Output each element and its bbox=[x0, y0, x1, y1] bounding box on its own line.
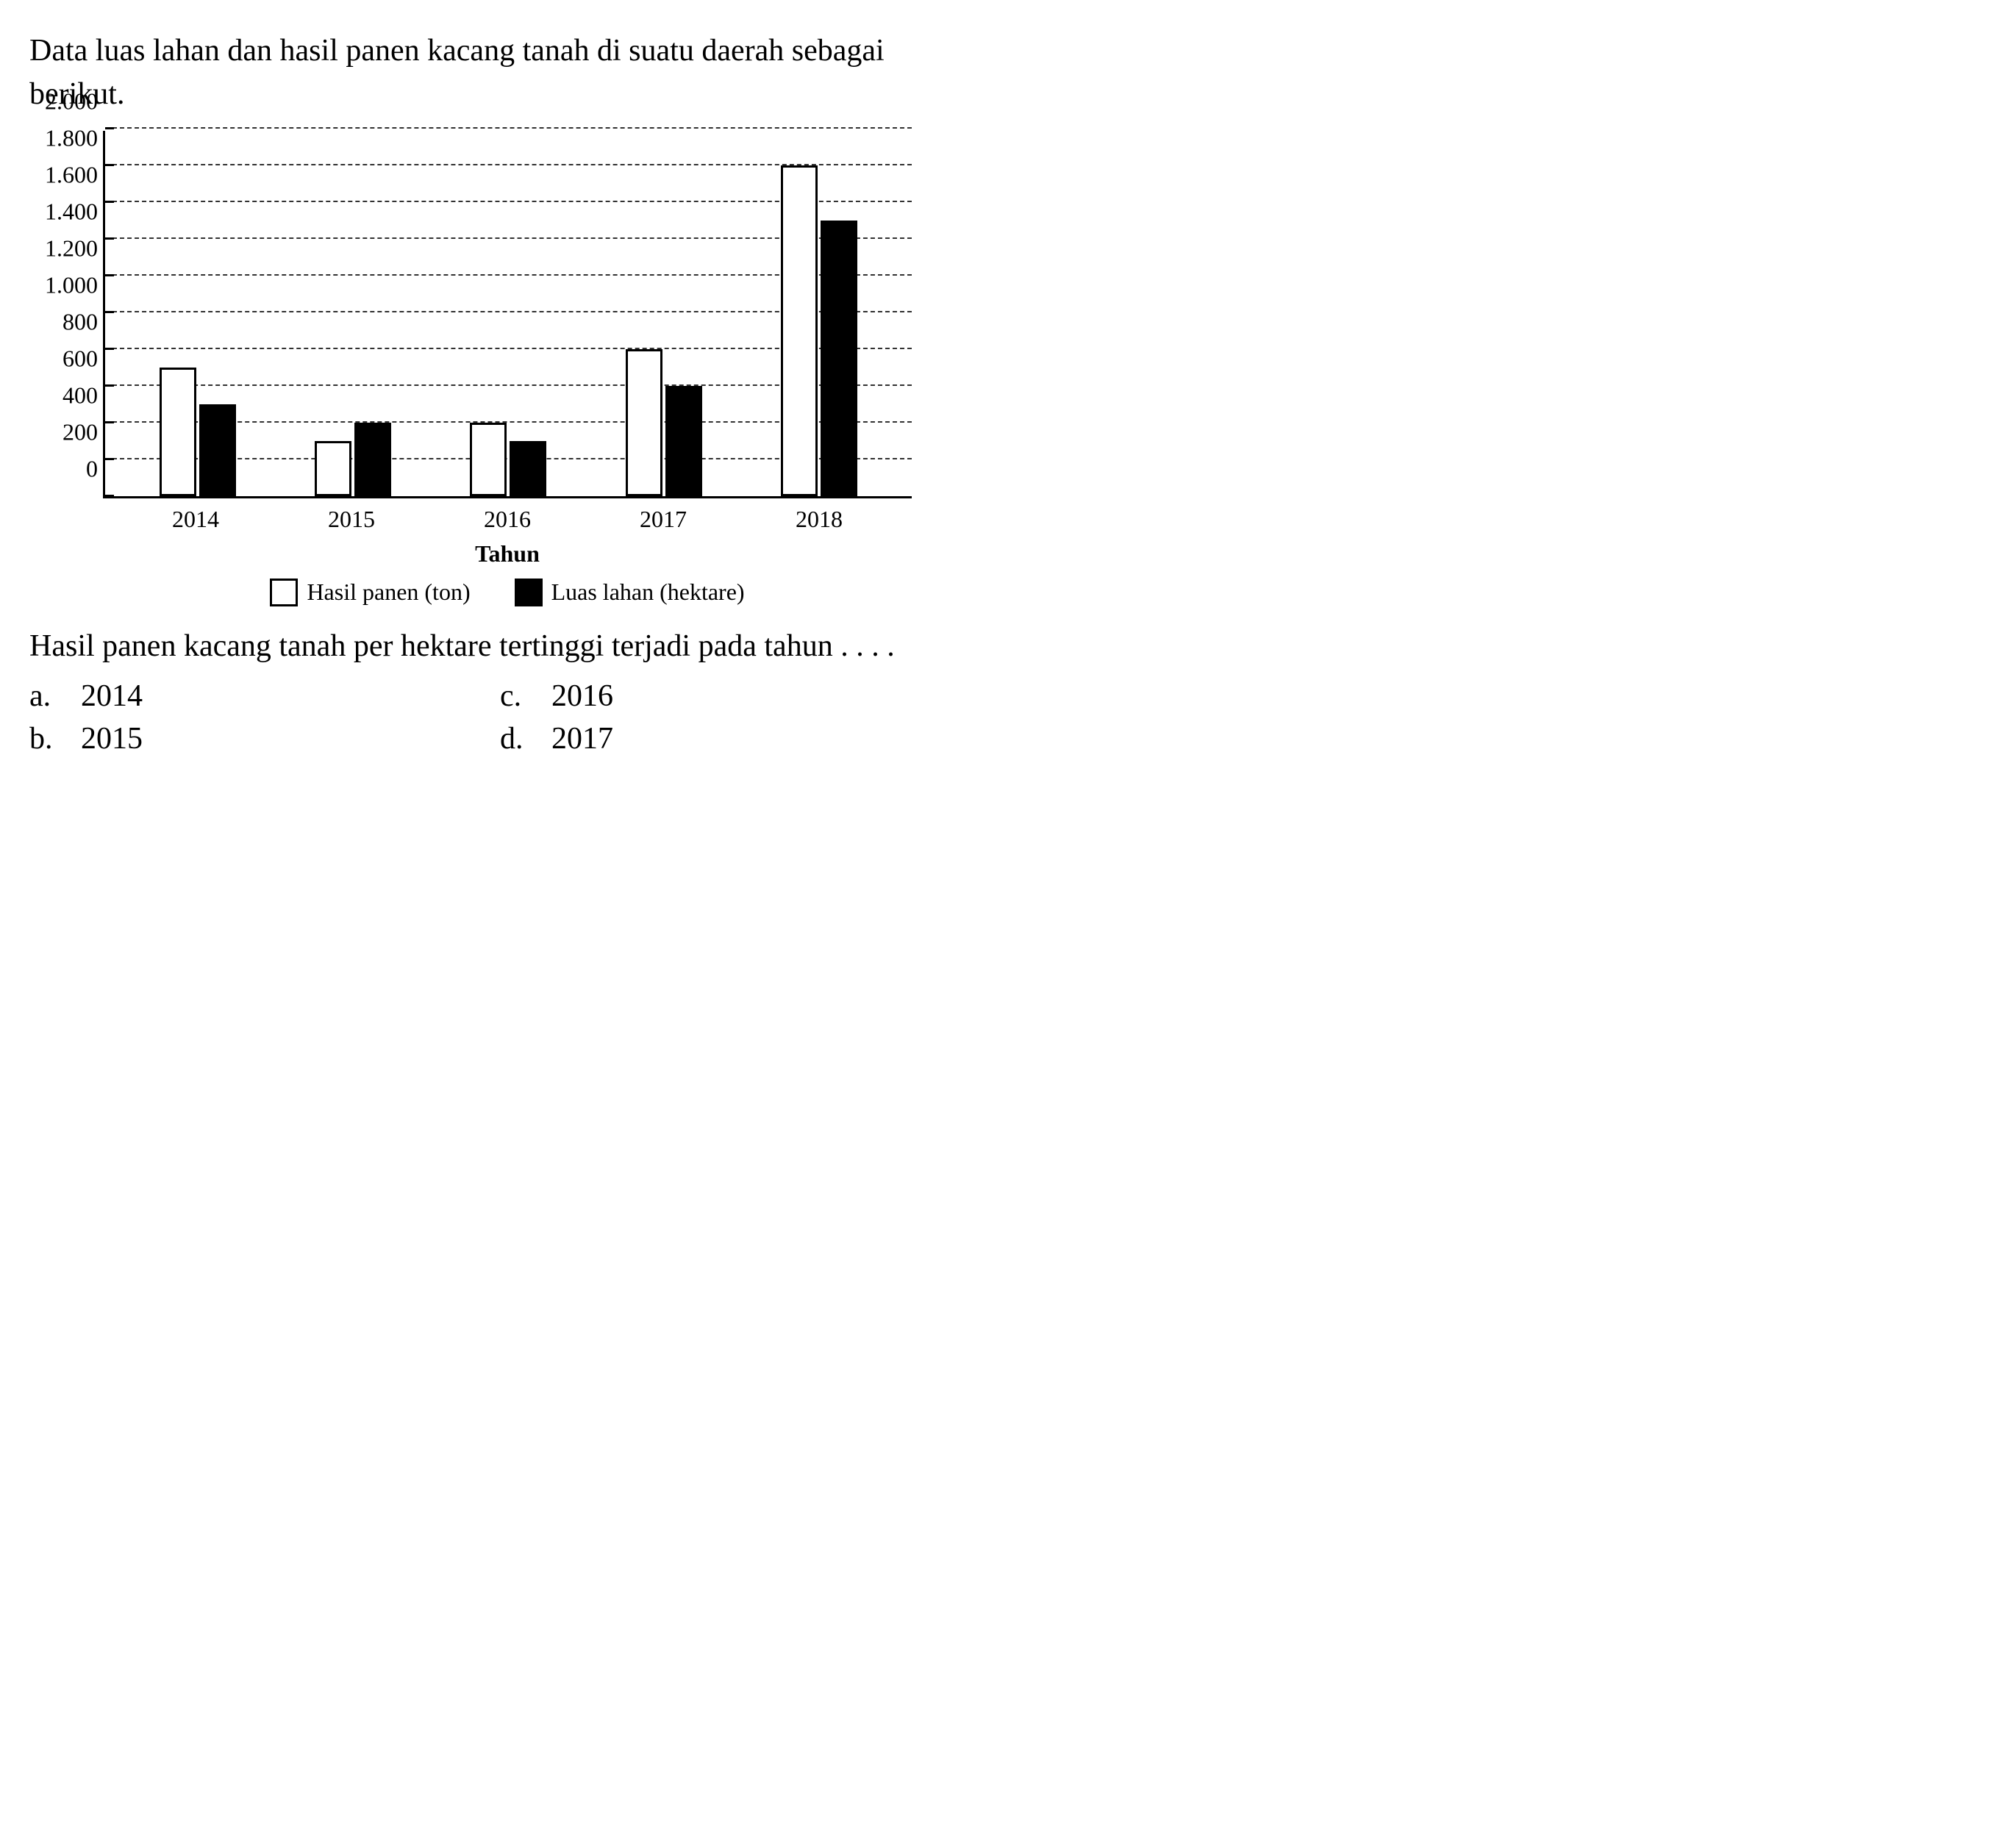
legend-swatch-white bbox=[270, 579, 298, 606]
bar-hasil-panen bbox=[160, 368, 196, 496]
legend-label-1: Hasil panen (ton) bbox=[307, 579, 470, 606]
x-axis-title: Tahun bbox=[29, 540, 912, 567]
legend-item-hasil-panen: Hasil panen (ton) bbox=[270, 579, 470, 606]
gridline bbox=[105, 127, 912, 129]
bar-group bbox=[160, 368, 236, 496]
option-letter: c. bbox=[500, 678, 529, 714]
y-tick-label: 1.200 bbox=[45, 234, 98, 262]
y-tick-label: 2.000 bbox=[45, 87, 98, 115]
bar-group bbox=[781, 165, 857, 496]
bar-luas-lahan bbox=[354, 423, 391, 496]
option-a[interactable]: a. 2014 bbox=[29, 678, 441, 714]
question-intro-text: Data luas lahan dan hasil panen kacang t… bbox=[29, 29, 912, 116]
y-tick-label: 1.800 bbox=[45, 124, 98, 151]
x-tick-label: 2018 bbox=[796, 506, 843, 533]
option-text: 2016 bbox=[551, 678, 613, 714]
question-container: Data luas lahan dan hasil panen kacang t… bbox=[29, 29, 912, 756]
y-tick-label: 800 bbox=[62, 308, 98, 335]
y-tick-label: 1.000 bbox=[45, 271, 98, 298]
option-c[interactable]: c. 2016 bbox=[500, 678, 912, 714]
y-tick-label: 600 bbox=[62, 345, 98, 372]
bar-group bbox=[315, 423, 391, 496]
legend-label-2: Luas lahan (hektare) bbox=[551, 579, 745, 606]
legend-swatch-black bbox=[515, 579, 543, 606]
option-letter: a. bbox=[29, 678, 59, 714]
bar-hasil-panen bbox=[781, 165, 818, 496]
y-axis: 02004006008001.0001.2001.4001.6001.8002.… bbox=[32, 131, 105, 496]
x-tick-label: 2017 bbox=[640, 506, 687, 533]
y-tick-label: 1.400 bbox=[45, 198, 98, 225]
option-b[interactable]: b. 2015 bbox=[29, 721, 441, 756]
y-tick-label: 1.600 bbox=[45, 161, 98, 188]
bars-area bbox=[105, 131, 912, 496]
option-text: 2014 bbox=[81, 678, 143, 714]
chart-legend: Hasil panen (ton) Luas lahan (hektare) bbox=[29, 579, 912, 606]
x-axis-labels: 2014 2015 2016 2017 2018 bbox=[103, 498, 912, 533]
x-tick-label: 2014 bbox=[172, 506, 219, 533]
bar-group bbox=[470, 423, 546, 496]
bar-luas-lahan bbox=[665, 386, 702, 496]
bar-luas-lahan bbox=[199, 404, 236, 496]
bar-chart: 02004006008001.0001.2001.4001.6001.8002.… bbox=[29, 131, 912, 533]
answer-options: a. 2014 c. 2016 b. 2015 d. 2017 bbox=[29, 678, 912, 756]
bar-hasil-panen bbox=[626, 349, 662, 496]
bar-luas-lahan bbox=[821, 221, 857, 496]
option-text: 2017 bbox=[551, 721, 613, 756]
y-tick-label: 0 bbox=[86, 455, 98, 482]
y-tick-label: 200 bbox=[62, 418, 98, 445]
x-tick-label: 2016 bbox=[484, 506, 531, 533]
bar-group bbox=[626, 349, 702, 496]
option-letter: d. bbox=[500, 721, 529, 756]
y-tick-label: 400 bbox=[62, 382, 98, 409]
chart-plot-area: 02004006008001.0001.2001.4001.6001.8002.… bbox=[103, 131, 912, 498]
option-text: 2015 bbox=[81, 721, 143, 756]
legend-item-luas-lahan: Luas lahan (hektare) bbox=[515, 579, 745, 606]
bar-hasil-panen bbox=[315, 441, 351, 496]
option-d[interactable]: d. 2017 bbox=[500, 721, 912, 756]
bar-luas-lahan bbox=[510, 441, 546, 496]
option-letter: b. bbox=[29, 721, 59, 756]
x-tick-label: 2015 bbox=[328, 506, 375, 533]
bar-hasil-panen bbox=[470, 423, 507, 496]
question-followup-text: Hasil panen kacang tanah per hektare ter… bbox=[29, 625, 912, 668]
